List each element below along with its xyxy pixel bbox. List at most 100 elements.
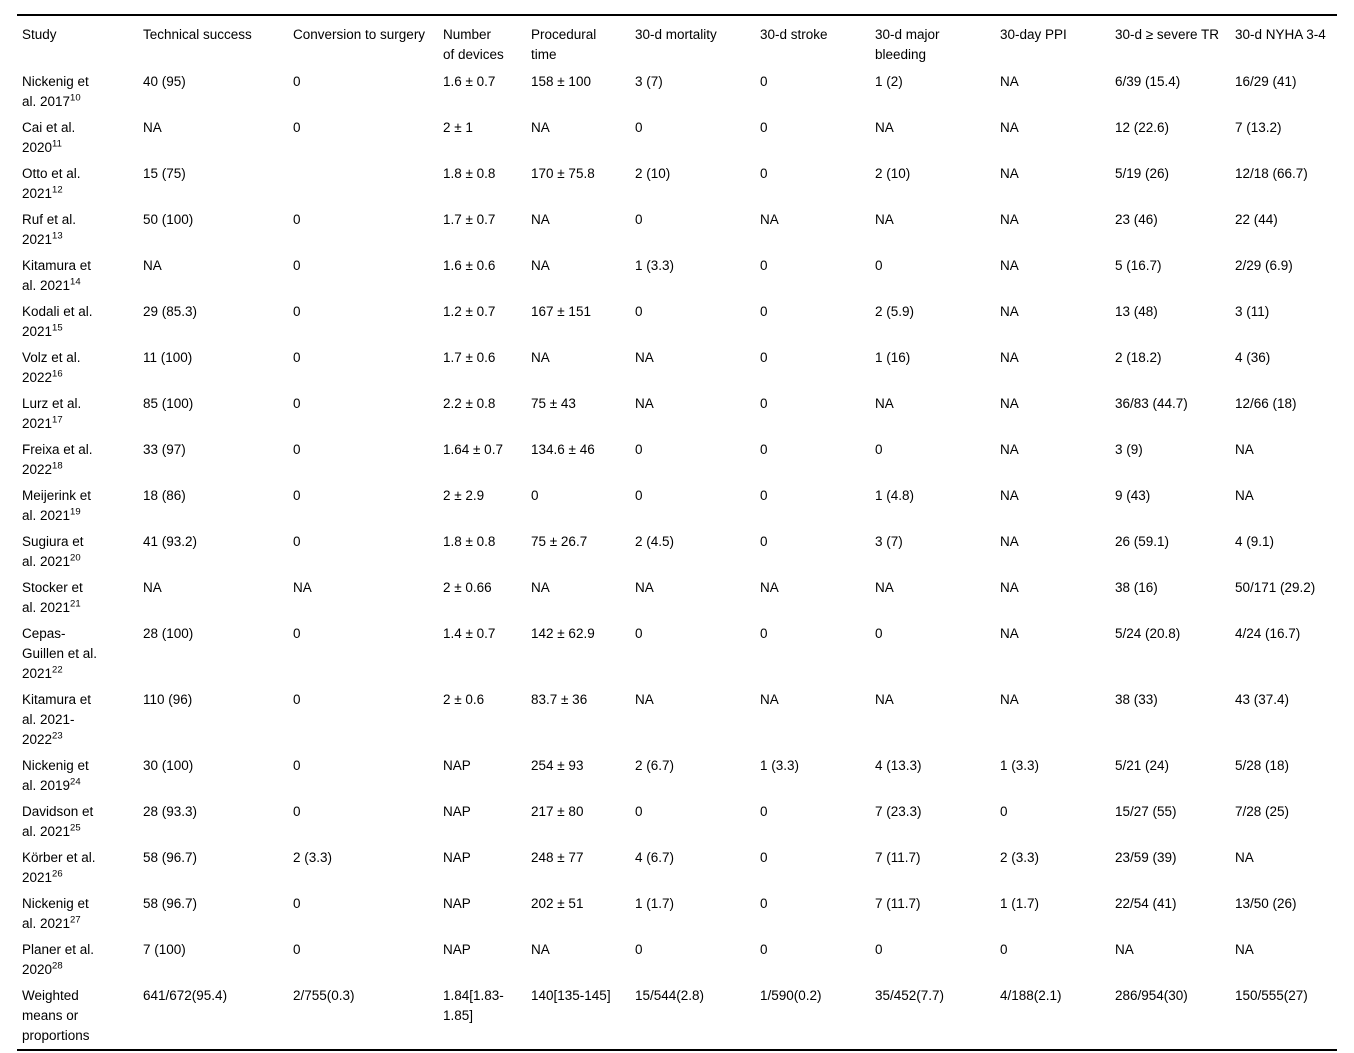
table-cell: 0 xyxy=(293,942,301,957)
table-cell: 16/29 (41) xyxy=(1235,74,1297,89)
table-cell: 2 (18.2) xyxy=(1115,350,1162,365)
study-name-cell: Volz et al. 202216 xyxy=(17,345,143,391)
table-cell: 9 (43) xyxy=(1115,488,1151,503)
table-cell: 12 (22.6) xyxy=(1115,120,1170,135)
study-name-cell: Stocker et al. 202121 xyxy=(17,575,143,621)
table-cell: 23/59 (39) xyxy=(1115,850,1177,865)
table-cell: NA xyxy=(531,212,550,227)
table-cell: NA xyxy=(531,120,550,135)
study-name-cell: Kodali et al. 202115 xyxy=(17,299,143,345)
table-cell: NA xyxy=(1235,942,1254,957)
table-cell: NA xyxy=(760,580,779,595)
table-cell: 2 ± 0.66 xyxy=(443,580,492,595)
table-cell: 0 xyxy=(760,74,768,89)
table-cell: NA xyxy=(1000,166,1019,181)
table-body: Nickenig et al. 201710 40 (95) 0 1.6 ± 0.7 1… xyxy=(17,69,1337,1050)
table-cell: 0 xyxy=(760,626,768,641)
table-cell: 110 (96) xyxy=(143,692,193,707)
table-cell: 5/28 (18) xyxy=(1235,758,1290,773)
table-cell: 134.6 ± 46 xyxy=(531,442,595,457)
table-cell: NA xyxy=(1235,850,1254,865)
study-name: Weighted means or proportions xyxy=(22,988,90,1043)
table-cell: 1.6 ± 0.6 xyxy=(443,258,496,273)
table-cell: 1 (16) xyxy=(875,350,911,365)
table-cell: 1.64 ± 0.7 xyxy=(443,442,503,457)
table-cell: 75 ± 43 xyxy=(531,396,576,411)
table-cell: 0 xyxy=(531,488,539,503)
study-name-cell: Cai et al. 202011 xyxy=(17,115,143,161)
table-cell: 641/672(95.4) xyxy=(143,988,228,1003)
table-cell: 0 xyxy=(875,942,883,957)
table-cell: NA xyxy=(1000,304,1019,319)
table-row: Davidson et al. 202125 28 (93.3) 0 NAP 217 ±… xyxy=(17,799,1337,845)
study-name: Planer et al. 2020 xyxy=(22,942,95,977)
study-name-cell: Lurz et al. 202117 xyxy=(17,391,143,437)
table-cell: 0 xyxy=(760,304,768,319)
study-name-cell: Cepas-Guillen et al. 202122 xyxy=(17,621,143,687)
table-cell: 3 (9) xyxy=(1115,442,1143,457)
study-name: Volz et al. 2022 xyxy=(22,350,81,385)
study-name: Kitamura et al. 2021-2022 xyxy=(22,692,92,747)
reference-superscript: 26 xyxy=(52,868,63,880)
table-row: Körber et al. 202126 58 (96.7) 2 (3.3) NAP 2… xyxy=(17,845,1337,891)
table-cell: 1.4 ± 0.7 xyxy=(443,626,496,641)
table-cell: 13 (48) xyxy=(1115,304,1158,319)
table-cell: NA xyxy=(875,396,894,411)
table-cell: 0 xyxy=(760,488,768,503)
table-cell: 0 xyxy=(760,942,768,957)
table-cell: 3 (7) xyxy=(875,534,903,549)
table-cell: 50 (100) xyxy=(143,212,194,227)
reference-superscript: 24 xyxy=(70,776,81,788)
table-cell: 0 xyxy=(293,626,301,641)
table-cell: NAP xyxy=(443,896,471,911)
table-cell: 2/29 (6.9) xyxy=(1235,258,1293,273)
table-cell: 29 (85.3) xyxy=(143,304,198,319)
table-cell: NA xyxy=(1000,488,1019,503)
table-cell: 15/544(2.8) xyxy=(635,988,705,1003)
study-name: Cepas-Guillen et al. 2021 xyxy=(22,626,98,681)
table-cell: 5/21 (24) xyxy=(1115,758,1170,773)
table-cell: 0 xyxy=(760,120,768,135)
study-name-cell: Freixa et al. 202218 xyxy=(17,437,143,483)
table-cell: 286/954(30) xyxy=(1115,988,1188,1003)
table-cell: 0 xyxy=(760,258,768,273)
table-cell: 7 (11.7) xyxy=(875,896,921,911)
table-row: Volz et al. 202216 11 (100) 0 1.7 ± 0.6 NA NA… xyxy=(17,345,1337,391)
table-row: Lurz et al. 202117 85 (100) 0 2.2 ± 0.8 75 ±… xyxy=(17,391,1337,437)
table-cell: 36/83 (44.7) xyxy=(1115,396,1188,411)
table-cell: 83.7 ± 36 xyxy=(531,692,588,707)
reference-superscript: 23 xyxy=(52,730,63,742)
table-row: Otto et al. 202112 15 (75) 1.8 ± 0.8 170 ± … xyxy=(17,161,1337,207)
table-row: Nickenig et al. 202127 58 (96.7) 0 NAP 202 ±… xyxy=(17,891,1337,937)
table-cell: NA xyxy=(875,580,894,595)
table-cell: 2 (10) xyxy=(635,166,671,181)
table-cell: 4 (6.7) xyxy=(635,850,675,865)
reference-superscript: 17 xyxy=(52,414,63,426)
table-cell: 202 ± 51 xyxy=(531,896,584,911)
table-cell: 38 (16) xyxy=(1115,580,1158,595)
column-header-30d-nyha: 30-d NYHA 3-4 xyxy=(1235,27,1326,42)
table-header: Study Technical success Conversion to su… xyxy=(17,15,1337,69)
table-cell: 170 ± 75.8 xyxy=(531,166,595,181)
table-cell: NA xyxy=(1235,442,1254,457)
table-cell: NA xyxy=(1000,120,1019,135)
table-cell: 1 (3.3) xyxy=(1000,758,1040,773)
reference-superscript: 28 xyxy=(52,960,63,972)
table-cell: 0 xyxy=(293,304,301,319)
table-cell: NA xyxy=(531,942,550,957)
table-cell: 2 (6.7) xyxy=(635,758,675,773)
reference-superscript: 15 xyxy=(52,322,63,334)
table-row: Meijerink et al. 202119 18 (86) 0 2 ± 2.9 0 0… xyxy=(17,483,1337,529)
table-cell: 1.7 ± 0.6 xyxy=(443,350,496,365)
table-cell: 3 (7) xyxy=(635,74,663,89)
study-name-cell: Nickenig et al. 201924 xyxy=(17,753,143,799)
table-cell: 150/555(27) xyxy=(1235,988,1308,1003)
table-cell: NAP xyxy=(443,758,471,773)
table-row: Planer et al. 202028 7 (100) 0 NAP NA 0 0 0 0 NA N… xyxy=(17,937,1337,983)
table-cell: 1 (4.8) xyxy=(875,488,915,503)
column-header-study: Study xyxy=(22,27,57,42)
table-cell: 1 (3.3) xyxy=(635,258,675,273)
table-cell: NA xyxy=(1000,692,1019,707)
table-cell: 5 (16.7) xyxy=(1115,258,1162,273)
table-cell: 3 (11) xyxy=(1235,304,1270,319)
